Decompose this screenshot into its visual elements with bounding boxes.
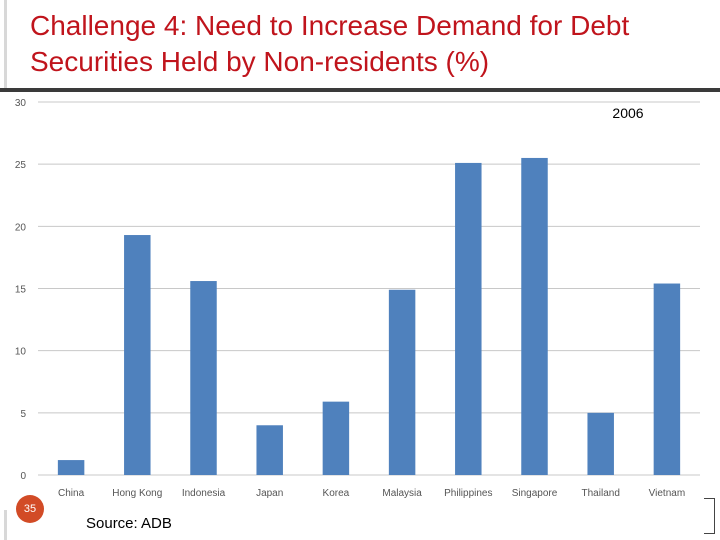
x-tick-label: China — [58, 488, 85, 499]
y-tick-label: 10 — [15, 347, 27, 358]
y-tick-label: 25 — [15, 160, 27, 171]
bar — [653, 283, 681, 475]
y-tick-label: 20 — [15, 222, 27, 233]
bar — [521, 157, 548, 475]
y-tick-label: 30 — [15, 98, 27, 109]
slide-title: Challenge 4: Need to Increase Demand for… — [30, 10, 630, 77]
y-tick-label: 5 — [20, 409, 26, 420]
x-tick-label: Japan — [256, 488, 283, 499]
bar-chart: 0 5 10 15 20 25 30 China Hong Kong Indonesia Japa… — [15, 98, 700, 499]
y-tick-label: 0 — [20, 471, 26, 482]
bar — [256, 425, 283, 475]
bar — [322, 401, 350, 475]
bars — [57, 157, 681, 475]
x-axis-ticks: China Hong Kong Indonesia Japan Korea Malaysi… — [58, 488, 685, 499]
chart-panel: 0 5 10 15 20 25 30 China Hong Kong Indonesia Japa… — [0, 92, 720, 510]
bar — [124, 235, 151, 475]
x-tick-label: Korea — [323, 488, 350, 499]
title-divider — [0, 88, 720, 94]
bar — [57, 460, 85, 475]
slide-number-badge: 35 — [16, 495, 44, 523]
year-annotation: 2006 — [612, 105, 643, 121]
bar — [455, 162, 482, 475]
x-tick-label: Malaysia — [382, 488, 422, 499]
corner-bracket — [704, 498, 715, 534]
source-note: Source: ADB — [86, 515, 172, 532]
y-tick-label: 15 — [15, 285, 27, 296]
bar — [587, 412, 614, 475]
x-tick-label: Indonesia — [182, 488, 226, 499]
x-tick-label: Vietnam — [649, 488, 686, 499]
x-tick-label: Singapore — [512, 488, 558, 499]
bar — [388, 289, 416, 475]
bar — [190, 281, 217, 475]
x-tick-label: Thailand — [582, 488, 620, 499]
x-tick-label: Philippines — [444, 488, 492, 499]
x-tick-label: Hong Kong — [112, 488, 162, 499]
y-axis-ticks: 0 5 10 15 20 25 30 — [15, 98, 27, 482]
